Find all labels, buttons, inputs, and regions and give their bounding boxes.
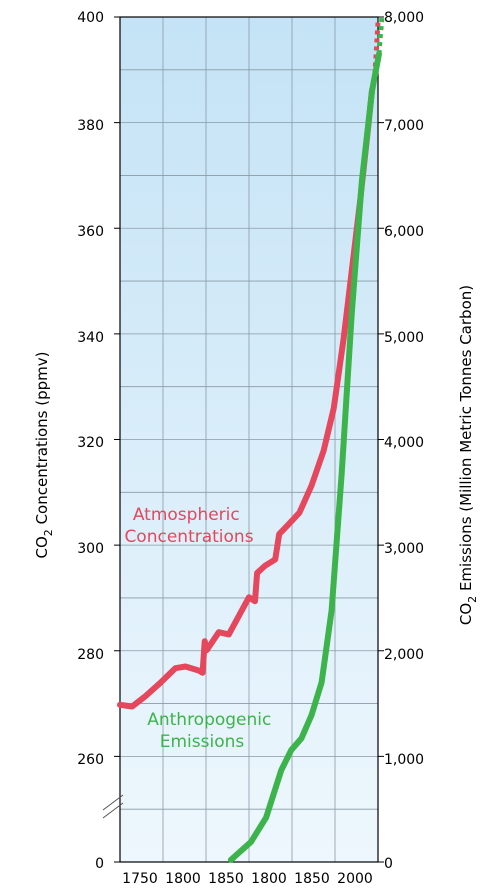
anthropogenic-annotation: Anthropogenic Emissions: [147, 710, 277, 752]
y-right-tick-label: 6,000: [384, 224, 424, 240]
x-tick-label: 1850: [294, 871, 330, 887]
grid: [120, 17, 378, 862]
y-right-tick-label: 8,000: [384, 10, 424, 26]
y-right-tick-label: 3,000: [384, 541, 424, 557]
anthropogenic-emissions-line: [227, 51, 382, 863]
tick-marks: [114, 16, 384, 863]
series-layer: [117, 16, 385, 863]
x-tick-label: 1750: [122, 871, 158, 887]
y-left-tick-label: 340: [77, 330, 104, 346]
y-right-tick-label: 1,000: [384, 752, 424, 768]
y-right-tick-label: 7,000: [384, 118, 424, 134]
y-left-tick-labels: 400 380 360 340 320 300 280 260 0: [77, 10, 104, 872]
atmospheric-annotation-line: Concentrations: [124, 527, 253, 547]
y-left-tick-label: 320: [77, 435, 104, 451]
x-tick-label: 1850: [208, 871, 244, 887]
y-left-tick-label: 380: [77, 118, 104, 134]
y-right-tick-label: 2,000: [384, 647, 424, 663]
y-left-tick-label: 400: [77, 10, 104, 26]
plot-frame: [119, 16, 379, 863]
x-tick-label: 1800: [165, 871, 201, 887]
y-left-axis-title: CO2 Concentrations (ppmv): [33, 352, 55, 559]
atmospheric-annotation-line: Atmospheric: [133, 505, 240, 525]
y-left-tick-label: 0: [95, 856, 104, 872]
y-left-tick-label: 360: [77, 224, 104, 240]
y-right-tick-label: 5,000: [384, 330, 424, 346]
y-left-tick-label: 280: [77, 647, 104, 663]
axis-break-icon: [102, 794, 124, 819]
x-tick-label: 2000: [337, 871, 373, 887]
anthropogenic-annotation-line: Anthropogenic: [147, 710, 271, 730]
atmospheric-annotation: Atmospheric Concentrations: [124, 505, 253, 547]
y-right-tick-labels: 8,000 7,000 6,000 5,000 4,000 3,000 2,00…: [384, 10, 424, 872]
anthropogenic-emissions-extension: [376, 16, 385, 55]
y-right-tick-label: 4,000: [384, 435, 424, 451]
anthropogenic-annotation-line: Emissions: [160, 732, 245, 752]
y-right-axis-title: CO2 Emissions (Million Metric Tonnes Car…: [457, 285, 479, 625]
y-left-tick-label: 260: [77, 752, 104, 768]
atmospheric-concentrations-line: [117, 87, 375, 710]
y-right-tick-label: 0: [384, 856, 393, 872]
x-tick-label: 1800: [251, 871, 287, 887]
y-left-tick-label: 300: [77, 541, 104, 557]
x-tick-labels: 1750 1800 1850 1800 1850 2000: [122, 871, 373, 887]
